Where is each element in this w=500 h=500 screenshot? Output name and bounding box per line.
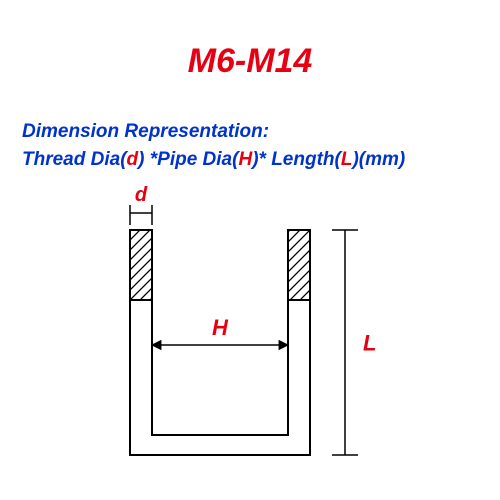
label-d: d [135,184,148,206]
label-L: L [363,331,376,356]
label-H: H [212,315,229,340]
ubolt-diagram: H Ld [0,0,500,500]
